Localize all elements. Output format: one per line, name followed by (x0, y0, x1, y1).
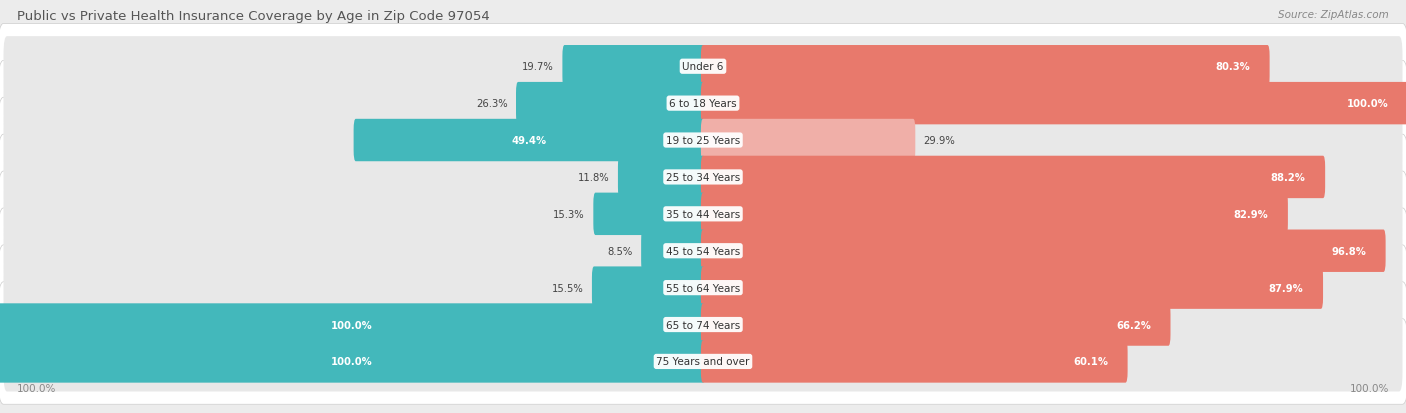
FancyBboxPatch shape (700, 46, 1270, 88)
FancyBboxPatch shape (3, 147, 1403, 207)
FancyBboxPatch shape (0, 209, 1406, 294)
Text: 19.7%: 19.7% (522, 62, 554, 72)
FancyBboxPatch shape (3, 111, 1403, 171)
FancyBboxPatch shape (562, 46, 706, 88)
FancyBboxPatch shape (0, 172, 1406, 257)
Text: Public vs Private Health Insurance Coverage by Age in Zip Code 97054: Public vs Private Health Insurance Cover… (17, 10, 489, 23)
Text: 100.0%: 100.0% (1350, 383, 1389, 393)
FancyBboxPatch shape (700, 340, 1128, 383)
Text: 88.2%: 88.2% (1271, 173, 1305, 183)
FancyBboxPatch shape (0, 245, 1406, 331)
Text: 65 to 74 Years: 65 to 74 Years (666, 320, 740, 330)
Text: 29.9%: 29.9% (924, 136, 956, 146)
Legend: Public Insurance, Private Insurance: Public Insurance, Private Insurance (576, 409, 830, 413)
Text: 49.4%: 49.4% (512, 136, 547, 146)
Text: 66.2%: 66.2% (1116, 320, 1152, 330)
FancyBboxPatch shape (593, 193, 706, 235)
Text: 8.5%: 8.5% (607, 246, 633, 256)
FancyBboxPatch shape (700, 267, 1323, 309)
Text: 26.3%: 26.3% (477, 99, 508, 109)
Text: 45 to 54 Years: 45 to 54 Years (666, 246, 740, 256)
FancyBboxPatch shape (619, 157, 706, 199)
FancyBboxPatch shape (516, 83, 706, 125)
Text: 11.8%: 11.8% (578, 173, 610, 183)
FancyBboxPatch shape (592, 267, 706, 309)
Text: 35 to 44 Years: 35 to 44 Years (666, 209, 740, 219)
Text: 25 to 34 Years: 25 to 34 Years (666, 173, 740, 183)
FancyBboxPatch shape (3, 258, 1403, 318)
FancyBboxPatch shape (641, 230, 706, 272)
FancyBboxPatch shape (700, 230, 1385, 272)
Text: 15.3%: 15.3% (554, 209, 585, 219)
FancyBboxPatch shape (0, 319, 1406, 404)
FancyBboxPatch shape (0, 282, 1406, 368)
Text: 87.9%: 87.9% (1268, 283, 1303, 293)
FancyBboxPatch shape (0, 24, 1406, 110)
Text: 60.1%: 60.1% (1073, 356, 1108, 367)
FancyBboxPatch shape (700, 119, 915, 162)
FancyBboxPatch shape (3, 74, 1403, 134)
Text: 100.0%: 100.0% (330, 320, 373, 330)
Text: 55 to 64 Years: 55 to 64 Years (666, 283, 740, 293)
FancyBboxPatch shape (3, 332, 1403, 392)
Text: 100.0%: 100.0% (330, 356, 373, 367)
FancyBboxPatch shape (3, 37, 1403, 97)
FancyBboxPatch shape (0, 61, 1406, 147)
FancyBboxPatch shape (0, 135, 1406, 220)
FancyBboxPatch shape (0, 304, 704, 346)
Text: 96.8%: 96.8% (1331, 246, 1367, 256)
FancyBboxPatch shape (354, 119, 706, 162)
Text: 6 to 18 Years: 6 to 18 Years (669, 99, 737, 109)
FancyBboxPatch shape (700, 193, 1288, 235)
FancyBboxPatch shape (0, 340, 704, 383)
FancyBboxPatch shape (0, 98, 1406, 183)
Text: 15.5%: 15.5% (551, 283, 583, 293)
FancyBboxPatch shape (700, 83, 1406, 125)
Text: 80.3%: 80.3% (1215, 62, 1250, 72)
Text: Source: ZipAtlas.com: Source: ZipAtlas.com (1278, 10, 1389, 20)
FancyBboxPatch shape (3, 221, 1403, 281)
Text: 82.9%: 82.9% (1233, 209, 1268, 219)
Text: 75 Years and over: 75 Years and over (657, 356, 749, 367)
FancyBboxPatch shape (3, 295, 1403, 355)
FancyBboxPatch shape (700, 157, 1324, 199)
Text: 19 to 25 Years: 19 to 25 Years (666, 136, 740, 146)
Text: 100.0%: 100.0% (17, 383, 56, 393)
Text: Under 6: Under 6 (682, 62, 724, 72)
Text: 100.0%: 100.0% (1347, 99, 1389, 109)
FancyBboxPatch shape (3, 184, 1403, 244)
FancyBboxPatch shape (700, 304, 1170, 346)
